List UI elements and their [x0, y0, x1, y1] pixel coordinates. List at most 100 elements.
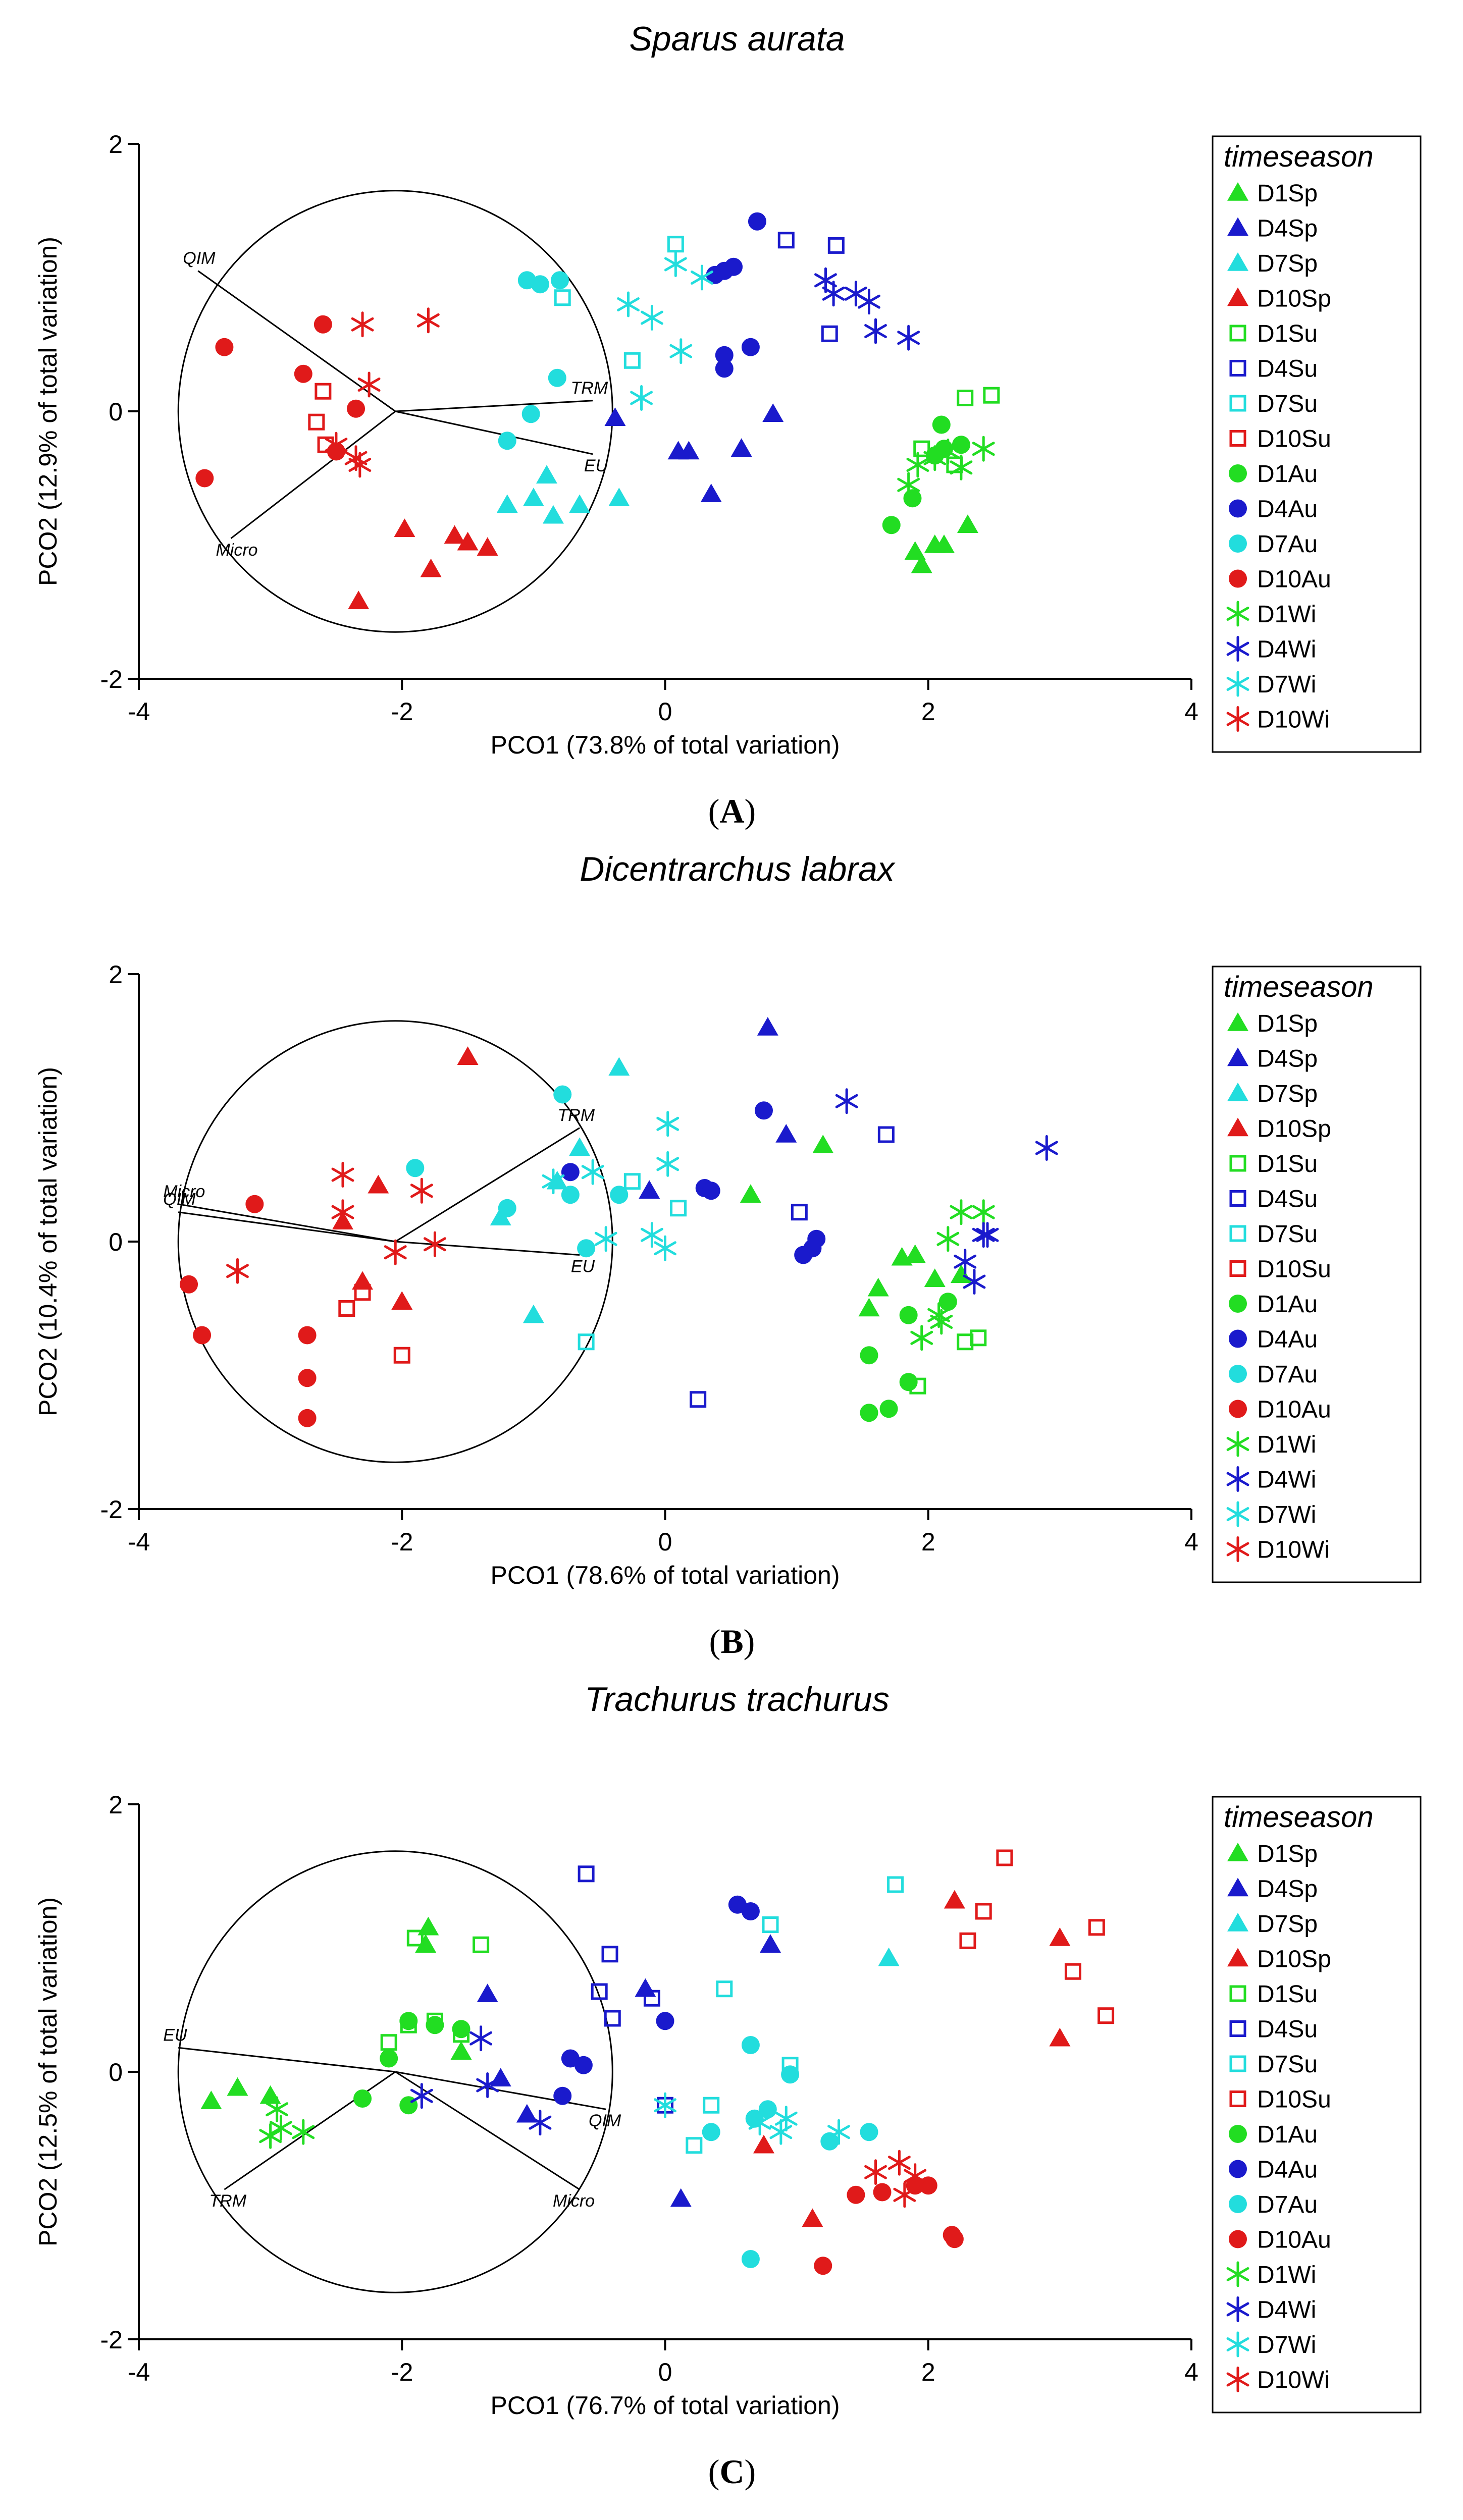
legend-marker — [1227, 1913, 1248, 1932]
data-point — [348, 452, 372, 478]
x-tick-label: 0 — [658, 2358, 672, 2386]
vector-label-qim: QIM — [163, 1190, 196, 1209]
legend-item-label: D1Su — [1257, 1151, 1318, 1177]
x-tick-label: 2 — [921, 698, 935, 726]
data-point — [762, 403, 784, 422]
data-point — [315, 383, 332, 400]
x-tick-label: 4 — [1184, 698, 1198, 726]
y-axis-label: PCO2 (12.9% of total variation) — [34, 237, 62, 586]
legend-item-label: D4Wi — [1257, 2297, 1316, 2324]
data-point — [292, 2119, 315, 2145]
legend-item-label: D1Sp — [1257, 1841, 1318, 1867]
series-d7su — [554, 236, 684, 369]
legend-marker — [1226, 636, 1249, 662]
chart-title: Sparus aurata — [629, 20, 845, 58]
data-point — [932, 415, 951, 434]
data-point — [906, 452, 929, 478]
data-point — [897, 325, 920, 351]
data-point — [812, 1135, 834, 1153]
series-d10sp — [332, 1046, 479, 1310]
legend-item-label: D7Su — [1257, 391, 1318, 417]
legend-marker — [1227, 252, 1248, 271]
legend-item-label: D4Sp — [1257, 216, 1318, 242]
data-point — [266, 2096, 289, 2122]
data-point — [457, 1046, 479, 1065]
data-point — [604, 2010, 621, 2027]
legend-marker — [1229, 325, 1246, 342]
data-point — [976, 1222, 999, 1248]
legend-item-label: D10Wi — [1257, 2367, 1330, 2394]
legend-marker — [1226, 1536, 1249, 1562]
legend-box — [1212, 1796, 1422, 2414]
legend-item-label: D7Sp — [1257, 250, 1318, 277]
legend-marker — [1229, 1225, 1246, 1242]
data-point — [578, 1333, 595, 1351]
vector-label-qim: QIM — [589, 2111, 621, 2130]
data-point — [561, 1186, 580, 1204]
data-point — [380, 2049, 398, 2068]
data-point — [591, 1983, 608, 2000]
data-point — [347, 399, 365, 418]
data-point — [970, 1329, 987, 1347]
legend-marker — [1226, 2331, 1249, 2357]
data-point — [393, 1347, 410, 1364]
legend-marker — [1229, 534, 1247, 553]
legend-item-label: D1Su — [1257, 1981, 1318, 2008]
data-point — [972, 1222, 995, 1248]
data-point — [702, 2123, 720, 2141]
data-point — [904, 541, 926, 560]
data-point — [879, 1400, 898, 1418]
data-point — [594, 1226, 617, 1252]
data-point — [700, 484, 722, 503]
data-point — [972, 1199, 995, 1225]
series-d7wi — [542, 1111, 680, 1261]
data-point — [957, 390, 974, 406]
legend-marker — [1227, 182, 1248, 201]
vector-label-qim: QIM — [183, 249, 216, 268]
legend-marker — [1229, 569, 1247, 588]
data-point — [943, 2226, 961, 2244]
legend-item-label: D7Su — [1257, 1221, 1318, 1248]
data-point — [887, 1876, 904, 1893]
data-point — [847, 2185, 865, 2204]
legend-marker — [1229, 2230, 1247, 2248]
data-point — [353, 2089, 372, 2108]
data-point — [469, 2025, 493, 2052]
legend-marker — [1226, 671, 1249, 697]
data-point — [259, 2123, 282, 2149]
data-point — [610, 1186, 629, 1204]
legend-item-label: D1Wi — [1257, 601, 1316, 628]
data-point — [331, 1199, 354, 1225]
legend-item-label: D4Su — [1257, 356, 1318, 383]
data-point — [476, 2072, 499, 2098]
series-d10wi — [226, 1162, 446, 1284]
series-d10wi — [325, 307, 440, 478]
data-point — [384, 1239, 407, 1265]
legend-item-label: D4Sp — [1257, 1046, 1318, 1073]
data-point — [860, 1404, 878, 1422]
legend-marker — [1229, 360, 1246, 377]
x-tick-label: -2 — [391, 1528, 413, 1556]
legend-item-label: D4Su — [1257, 1186, 1318, 1213]
data-point — [899, 1373, 918, 1391]
data-point — [835, 1088, 858, 1114]
legend-item-label: D4Sp — [1257, 1876, 1318, 1903]
series-d4wi — [835, 1088, 1058, 1295]
legend-item-label: D10Wi — [1257, 707, 1330, 733]
data-point — [814, 2257, 832, 2275]
x-axis-label: PCO1 (73.8% of total variation) — [491, 731, 840, 759]
data-point — [578, 1865, 595, 1883]
series-d4au — [553, 1895, 760, 2105]
series-d7sp — [878, 1947, 900, 1966]
x-axis-label: PCO1 (78.6% of total variation) — [491, 1561, 840, 1589]
data-point — [760, 1934, 781, 1953]
legend: timeseason D1Sp D4Sp D7Sp D10Sp D1Su D4Su D7Su D… — [1212, 966, 1422, 1583]
data-point — [670, 2188, 692, 2207]
data-point — [298, 1369, 317, 1387]
series-d7su — [578, 1173, 687, 1351]
data-point — [686, 2137, 703, 2154]
legend-item-label: D1Sp — [1257, 180, 1318, 207]
data-point — [608, 488, 630, 506]
x-tick-label: -4 — [128, 1528, 150, 1556]
